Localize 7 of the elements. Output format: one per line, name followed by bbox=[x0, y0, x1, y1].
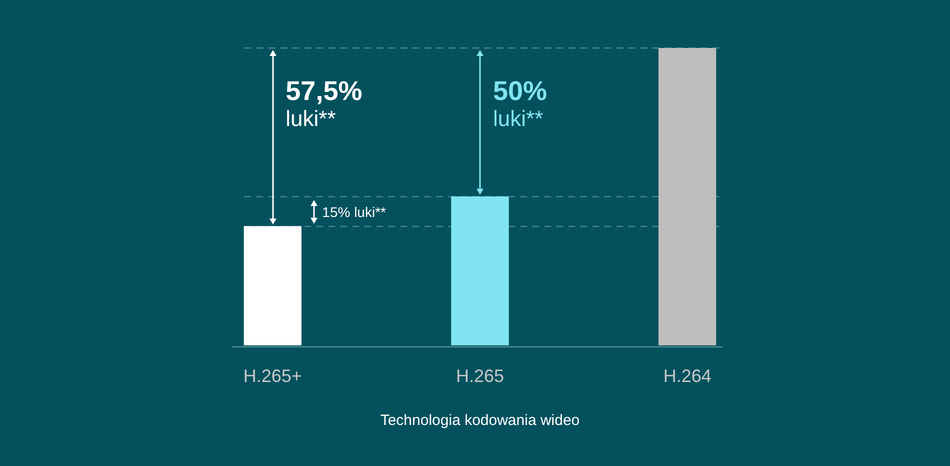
x-tick-label: H.265+ bbox=[243, 366, 302, 386]
x-tick-label: H.264 bbox=[663, 366, 712, 386]
x-tick-label: H.265 bbox=[456, 366, 504, 386]
annotation: 15% luki** bbox=[322, 202, 386, 221]
annotation: 57,5% luki** bbox=[286, 76, 362, 132]
annotation: 50% luki** bbox=[493, 76, 548, 132]
x-axis-title: Technologia kodowania wideo bbox=[380, 412, 580, 430]
